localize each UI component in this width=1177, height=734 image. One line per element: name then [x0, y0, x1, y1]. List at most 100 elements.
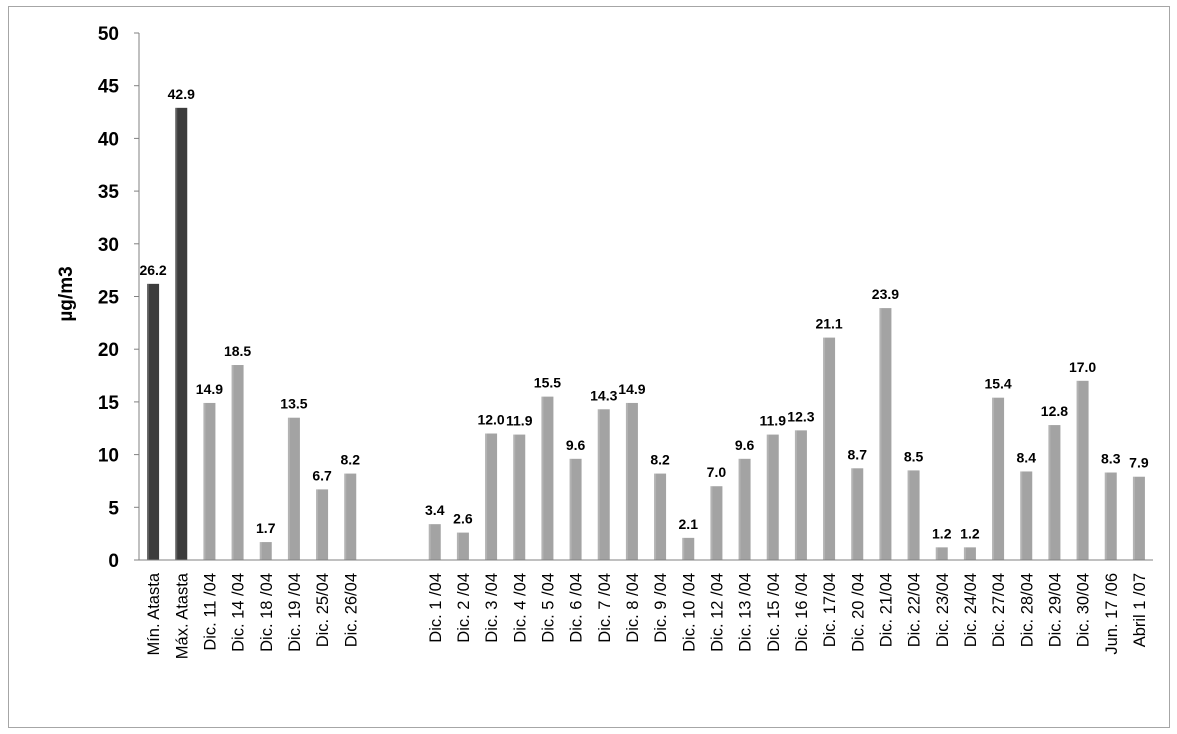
y-tick-label: 40	[98, 129, 119, 150]
bar-highlight	[428, 524, 431, 560]
bar-highlight	[344, 473, 347, 560]
data-label: 2.6	[453, 511, 473, 527]
x-tick-label: Dic. 22/04	[906, 573, 924, 647]
bar	[879, 308, 892, 560]
x-tick-label: Dic. 18 /04	[258, 573, 276, 652]
bar-highlight	[1104, 472, 1107, 560]
chart-frame	[8, 6, 1170, 728]
y-tick-label: 15	[98, 393, 120, 414]
x-tick-label: Dic. 25/04	[314, 573, 332, 647]
x-tick-label: Dic. 1 /04	[427, 573, 445, 643]
bar	[147, 283, 160, 560]
data-label: 8.5	[904, 448, 924, 464]
data-label: 14.9	[618, 381, 645, 397]
y-tick-label: 0	[108, 551, 119, 572]
y-tick-label: 45	[98, 77, 120, 98]
bar	[175, 107, 188, 561]
data-label: 42.9	[168, 86, 195, 102]
x-tick-label: Dic. 5 /04	[539, 573, 557, 643]
data-label: 23.9	[872, 286, 899, 302]
y-tick-label: 5	[108, 498, 119, 519]
bar-highlight	[175, 107, 178, 561]
bar-highlight	[147, 283, 150, 560]
data-label: 8.2	[341, 452, 361, 468]
bar-highlight	[654, 473, 657, 560]
bar-highlight	[907, 470, 910, 560]
x-tick-label: Dic. 9 /04	[652, 573, 670, 643]
bar-highlight	[231, 365, 234, 560]
bar	[428, 524, 441, 560]
data-label: 8.4	[1017, 449, 1037, 465]
bar	[738, 458, 751, 560]
x-axis: Mín. Atasta Máx. Atasta Dic. 11 /04 Dic. 14…	[139, 559, 1153, 659]
data-label: 13.5	[280, 396, 307, 412]
bar	[823, 337, 836, 560]
bar	[625, 402, 638, 560]
data-label: 14.9	[196, 381, 223, 397]
data-label: 12.0	[477, 412, 504, 428]
bar	[907, 470, 920, 560]
bar-highlight	[541, 396, 544, 560]
bar-highlight	[851, 468, 854, 560]
x-tick-label: Dic. 21/04	[877, 573, 895, 647]
bar	[485, 433, 498, 560]
data-label: 21.1	[815, 316, 842, 332]
y-tick-label: 25	[98, 288, 120, 309]
x-tick-label: Jun. 17 /06	[1103, 573, 1121, 655]
x-tick-label: Dic. 10 /04	[680, 573, 698, 652]
bar	[456, 532, 469, 560]
bar-highlight	[710, 486, 713, 560]
x-tick-label: Dic. 14 /04	[230, 573, 248, 652]
x-tick-label: Dic. 12 /04	[708, 573, 726, 652]
bar-highlight	[1048, 425, 1051, 560]
bar-highlight	[879, 308, 882, 560]
x-tick-label: Dic. 3 /04	[483, 573, 501, 643]
bar	[231, 365, 244, 560]
bar-highlight	[766, 434, 769, 560]
bar-highlight	[597, 409, 600, 560]
bar	[682, 537, 695, 560]
y-tick-label: 10	[98, 446, 119, 467]
bar	[1132, 476, 1145, 560]
bar	[287, 417, 300, 560]
bar	[1076, 380, 1089, 560]
bar	[259, 542, 272, 560]
data-label: 8.2	[650, 452, 670, 468]
bar-highlight	[1076, 380, 1079, 560]
x-tick-label: Dic. 30/04	[1075, 573, 1093, 647]
bar-highlight	[485, 433, 488, 560]
x-tick-label: Mín. Atasta	[145, 572, 163, 655]
x-tick-label: Dic. 16 /04	[793, 573, 811, 652]
data-labels-group: 26.242.914.918.51.713.56.78.23.42.612.0 1…	[139, 86, 1148, 542]
y-tick-label: 50	[98, 24, 119, 45]
bar-highlight	[794, 430, 797, 560]
data-label: 18.5	[224, 343, 251, 359]
x-tick-label: Dic. 29/04	[1046, 573, 1064, 647]
y-tick-label: 30	[98, 235, 119, 256]
bar-highlight	[823, 337, 826, 560]
data-label: 8.3	[1101, 451, 1121, 467]
data-label: 12.3	[787, 408, 814, 424]
bar	[992, 397, 1005, 560]
data-label: 17.0	[1069, 359, 1096, 375]
data-label: 9.6	[735, 437, 755, 453]
x-tick-label: Dic. 19 /04	[286, 573, 304, 652]
bar	[710, 486, 723, 560]
bar-highlight	[456, 532, 459, 560]
x-tick-label: Dic. 17/04	[821, 573, 839, 647]
data-label: 6.7	[312, 467, 332, 483]
y-tick-label: 35	[98, 182, 120, 203]
bar	[513, 434, 526, 560]
data-label: 12.8	[1041, 403, 1068, 419]
data-label: 15.5	[534, 375, 561, 391]
y-axis-title: µg/m3	[56, 266, 77, 321]
x-tick-label: Dic. 13 /04	[737, 573, 755, 652]
bar-highlight	[992, 397, 995, 560]
x-tick-label: Máx. Atasta	[173, 572, 191, 659]
data-label: 15.4	[984, 376, 1011, 392]
bar-highlight	[569, 458, 572, 560]
bars-group	[147, 107, 1145, 561]
bar-highlight	[316, 489, 319, 560]
bar	[963, 547, 976, 560]
